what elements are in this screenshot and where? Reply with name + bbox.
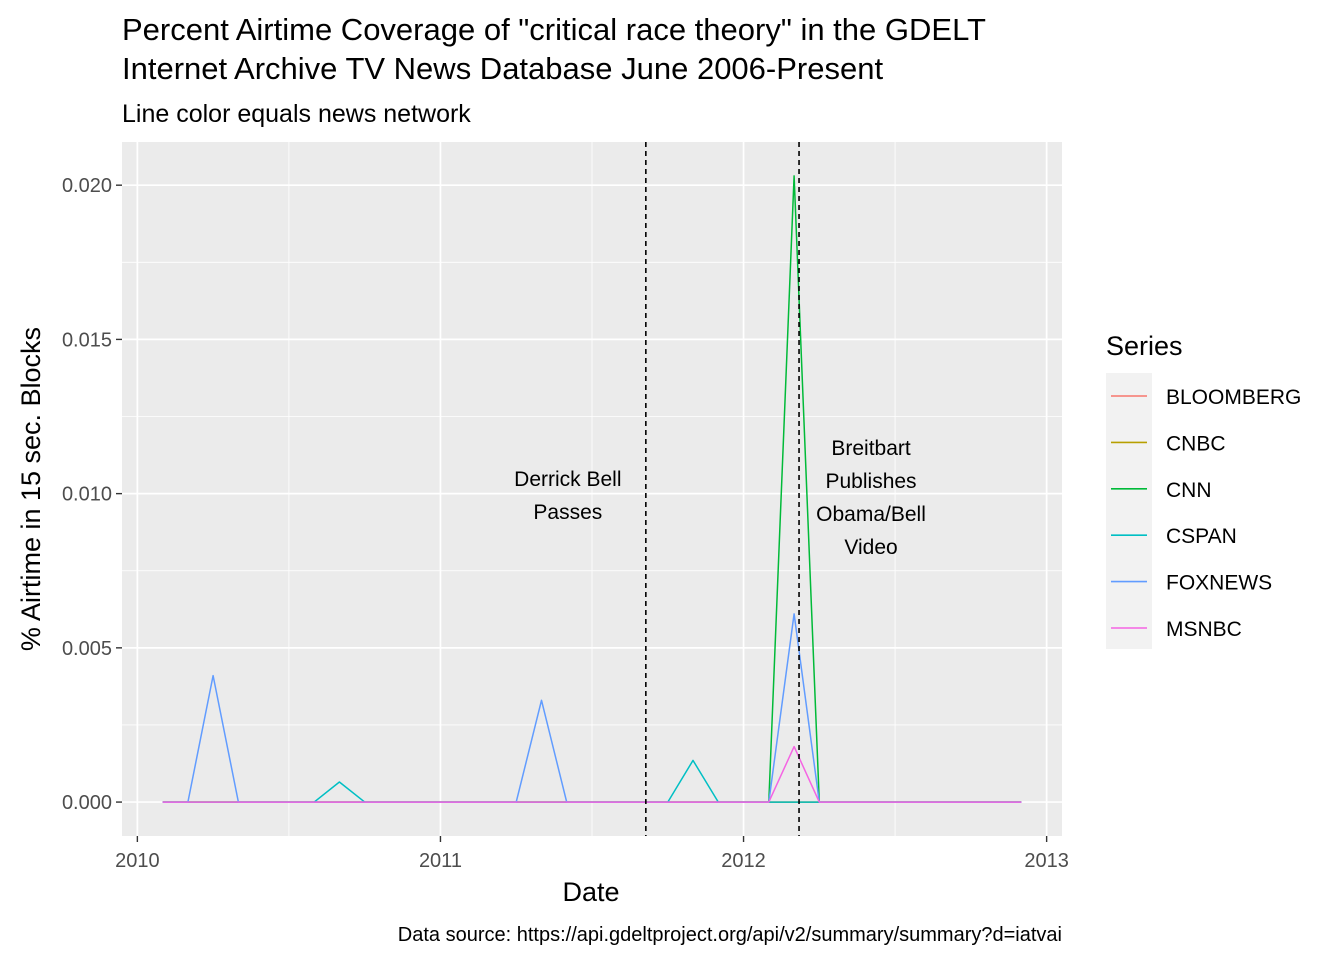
event-annotations: Derrick Bell Passes Breitbart Publishes Obam… — [514, 437, 926, 559]
event-label-1-line-1: Derrick Bell — [514, 468, 621, 491]
legend-label-foxnews: FOXNEWS — [1166, 572, 1272, 595]
data-source-caption: Data source: https://api.gdeltproject.or… — [398, 924, 1062, 946]
legend-items: BLOOMBERG CNBC CNN CSPAN FOXNEWS MSNBC — [1111, 386, 1301, 641]
legend-label-bloomberg: BLOOMBERG — [1166, 386, 1301, 409]
x-tick-label: 2012 — [721, 850, 766, 872]
event-label-2-line-2: Publishes — [826, 470, 917, 493]
chart-title-line-2: Internet Archive TV News Database June 2… — [122, 51, 883, 86]
y-axis-label: % Airtime in 15 sec. Blocks — [16, 327, 46, 651]
series-lines — [162, 175, 1022, 803]
x-tick-label: 2011 — [419, 850, 462, 872]
y-tick-label: 0.005 — [62, 638, 112, 660]
series-line-msnbc — [162, 745, 1022, 803]
legend-label-cspan: CSPAN — [1166, 525, 1237, 548]
x-axis-label: Date — [562, 877, 619, 907]
y-axis: 0.000 0.005 0.010 0.015 0.020 — [62, 175, 122, 814]
chart-title-line-1: Percent Airtime Coverage of "critical ra… — [122, 12, 986, 47]
event-label-1-line-2: Passes — [533, 501, 602, 524]
legend-title: Series — [1106, 331, 1183, 361]
event-label-2-line-4: Video — [844, 536, 897, 559]
x-tick-label: 2013 — [1024, 850, 1069, 872]
y-tick-label: 0.010 — [62, 484, 112, 506]
legend-label-cnn: CNN — [1166, 479, 1212, 502]
event-label-2-line-3: Obama/Bell — [816, 503, 926, 526]
x-axis: 2010 2011 2012 2013 — [115, 836, 1069, 872]
legend-label-msnbc: MSNBC — [1166, 618, 1242, 641]
y-tick-label: 0.020 — [62, 175, 112, 197]
x-tick-label: 2010 — [115, 850, 160, 872]
y-tick-label: 0.000 — [62, 792, 112, 814]
chart-subtitle: Line color equals news network — [122, 100, 471, 128]
legend-label-cnbc: CNBC — [1166, 432, 1226, 455]
chart-title: Percent Airtime Coverage of "critical ra… — [122, 12, 986, 86]
event-label-2-line-1: Breitbart — [831, 437, 911, 460]
y-tick-label: 0.015 — [62, 329, 112, 351]
event-lines — [645, 142, 800, 836]
legend: Series BLOOMBERG CNBC CNN CSPAN FOXNEWS MSNBC — [1106, 331, 1301, 649]
legend-key-background — [1106, 373, 1152, 649]
minor-gridlines — [122, 142, 1062, 836]
